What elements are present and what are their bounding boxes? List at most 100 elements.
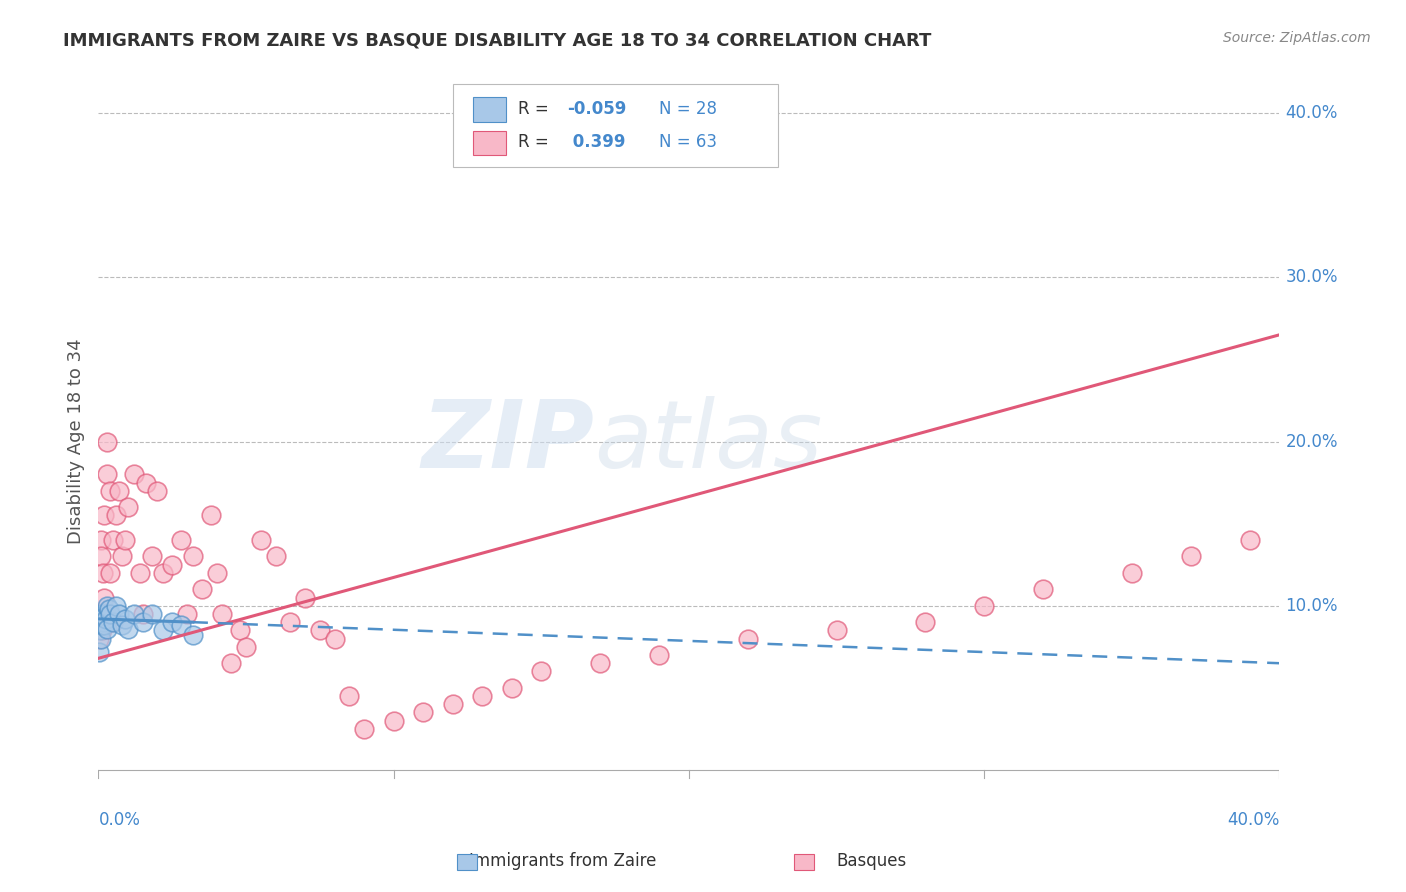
Point — [353, 722, 375, 736]
Point — [501, 681, 523, 695]
Point — [235, 640, 257, 654]
Point — [90, 607, 112, 621]
Point — [135, 475, 157, 490]
Point — [471, 689, 494, 703]
Point — [93, 508, 115, 523]
Text: atlas: atlas — [595, 396, 823, 487]
Point — [737, 632, 759, 646]
Point — [114, 612, 136, 626]
Text: 40.0%: 40.0% — [1227, 811, 1279, 829]
Point — [294, 591, 316, 605]
Point — [91, 624, 114, 638]
Y-axis label: Disability Age 18 to 34: Disability Age 18 to 34 — [66, 339, 84, 544]
Point — [176, 607, 198, 621]
Point — [1032, 582, 1054, 597]
Point — [91, 618, 114, 632]
Point — [93, 591, 115, 605]
FancyBboxPatch shape — [472, 97, 506, 121]
Point — [103, 615, 125, 630]
Point — [200, 508, 222, 523]
Point — [94, 607, 117, 621]
Point — [973, 599, 995, 613]
Point — [96, 467, 118, 482]
Point — [1180, 549, 1202, 564]
Point — [280, 615, 302, 630]
Point — [94, 608, 117, 623]
Text: -0.059: -0.059 — [567, 100, 627, 118]
Text: N = 28: N = 28 — [659, 100, 717, 118]
FancyBboxPatch shape — [453, 84, 778, 167]
Point — [103, 533, 125, 547]
Text: Source: ZipAtlas.com: Source: ZipAtlas.com — [1223, 31, 1371, 45]
Point — [181, 628, 204, 642]
Point — [211, 607, 233, 621]
Point — [105, 508, 128, 523]
Text: 10.0%: 10.0% — [1285, 597, 1339, 615]
Point — [96, 599, 118, 613]
Point — [96, 622, 118, 636]
Point — [250, 533, 273, 547]
Point — [162, 615, 183, 630]
Point — [914, 615, 936, 630]
Point — [87, 632, 110, 646]
Point — [91, 566, 114, 580]
Point — [132, 607, 155, 621]
Point — [117, 622, 139, 636]
Point — [122, 467, 145, 482]
Point — [89, 615, 111, 630]
Point — [89, 612, 111, 626]
Point — [91, 615, 114, 630]
Point — [221, 657, 243, 671]
Point — [117, 500, 139, 515]
Point — [89, 645, 111, 659]
Point — [111, 549, 134, 564]
Point — [412, 706, 434, 720]
Point — [205, 566, 228, 580]
Point — [141, 607, 163, 621]
Point — [323, 632, 346, 646]
Point — [146, 483, 169, 498]
Point — [339, 689, 361, 703]
Point — [93, 607, 115, 621]
Text: N = 63: N = 63 — [659, 133, 717, 151]
Point — [90, 632, 112, 646]
Point — [98, 566, 121, 580]
Point — [94, 612, 117, 626]
Text: 0.399: 0.399 — [567, 133, 626, 151]
Point — [825, 624, 848, 638]
Point — [90, 549, 112, 564]
Point — [170, 618, 193, 632]
Point — [98, 483, 121, 498]
Text: ZIP: ZIP — [422, 395, 595, 488]
Point — [589, 657, 612, 671]
Point — [141, 549, 163, 564]
Point — [103, 615, 125, 630]
Point — [89, 624, 111, 638]
Point — [382, 714, 405, 728]
Point — [122, 607, 145, 621]
Point — [530, 665, 553, 679]
Point — [128, 566, 150, 580]
Text: 0.0%: 0.0% — [98, 811, 141, 829]
Point — [648, 648, 671, 662]
Text: 20.0%: 20.0% — [1285, 433, 1339, 450]
Point — [170, 533, 193, 547]
Point — [441, 698, 464, 712]
Point — [111, 618, 134, 632]
Point — [105, 599, 128, 613]
Text: Basques: Basques — [837, 852, 907, 870]
Point — [264, 549, 287, 564]
Point — [162, 558, 183, 572]
Point — [132, 615, 155, 630]
Point — [191, 582, 214, 597]
Text: 40.0%: 40.0% — [1285, 104, 1337, 122]
Point — [181, 549, 204, 564]
Point — [1121, 566, 1143, 580]
Text: 30.0%: 30.0% — [1285, 268, 1339, 286]
Point — [89, 607, 111, 621]
Point — [108, 483, 131, 498]
Point — [93, 618, 115, 632]
Point — [97, 602, 120, 616]
Point — [152, 624, 174, 638]
Point — [229, 624, 252, 638]
